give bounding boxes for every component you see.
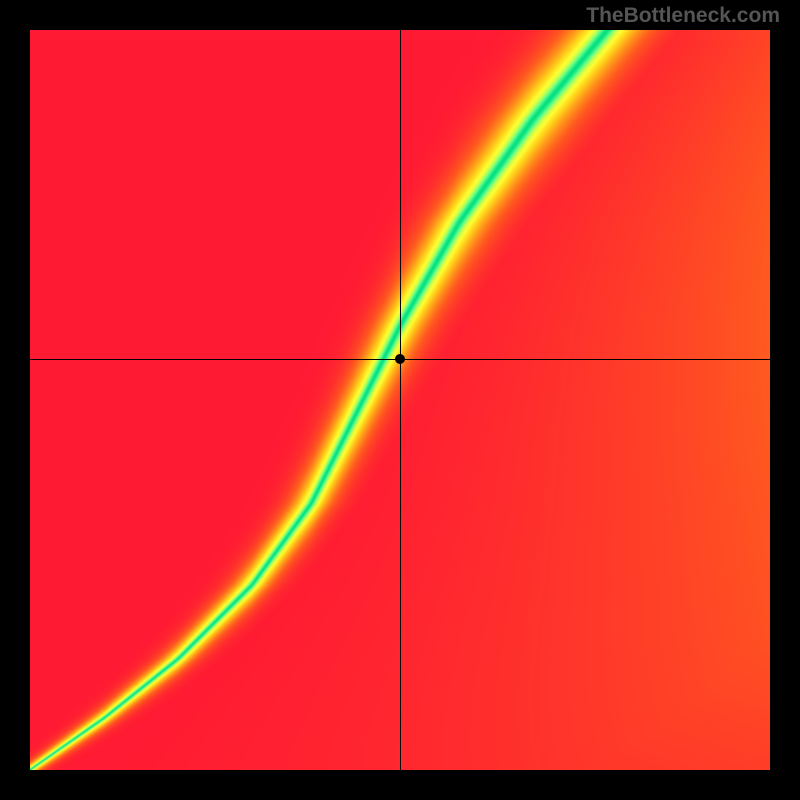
crosshair-marker <box>395 354 405 364</box>
crosshair-vertical <box>400 30 401 770</box>
plot-area <box>30 30 770 770</box>
watermark-text: TheBottleneck.com <box>586 4 780 28</box>
